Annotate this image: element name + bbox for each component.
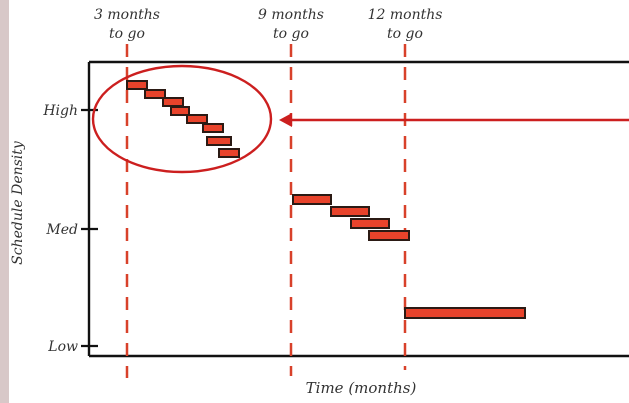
pointer-arrow-head bbox=[279, 113, 292, 127]
high-density-bar bbox=[202, 123, 224, 133]
y-tick-label-low: Low bbox=[47, 339, 78, 355]
high-density-bar bbox=[162, 97, 184, 107]
milestone-3-months-label-line1: 3 months bbox=[94, 7, 160, 23]
medium-density-bar bbox=[350, 218, 390, 229]
medium-density-bar bbox=[330, 206, 370, 217]
high-density-bar bbox=[170, 106, 190, 116]
milestone-12-months-label-line2: to go bbox=[387, 26, 423, 42]
y-axis-title: Schedule Density bbox=[10, 140, 26, 265]
high-density-bar bbox=[144, 89, 166, 99]
high-density-bar bbox=[218, 148, 240, 158]
milestone-9-months-label-line1: 9 months bbox=[258, 7, 324, 23]
high-density-bar bbox=[206, 136, 232, 146]
milestone-3-months-label-line2: to go bbox=[109, 26, 145, 42]
medium-density-bar bbox=[292, 194, 332, 205]
milestone-9-months-label-line2: to go bbox=[273, 26, 309, 42]
low-density-bar bbox=[404, 307, 526, 319]
high-density-bar bbox=[186, 114, 208, 124]
milestone-12-months-label-line1: 12 months bbox=[368, 7, 443, 23]
medium-density-bar bbox=[368, 230, 410, 241]
highlight-ellipse bbox=[91, 64, 273, 174]
high-density-bar bbox=[126, 80, 148, 90]
y-tick-label-high: High bbox=[42, 103, 78, 119]
y-tick-label-med: Med bbox=[45, 222, 78, 238]
x-axis-title: Time (months) bbox=[306, 379, 417, 397]
